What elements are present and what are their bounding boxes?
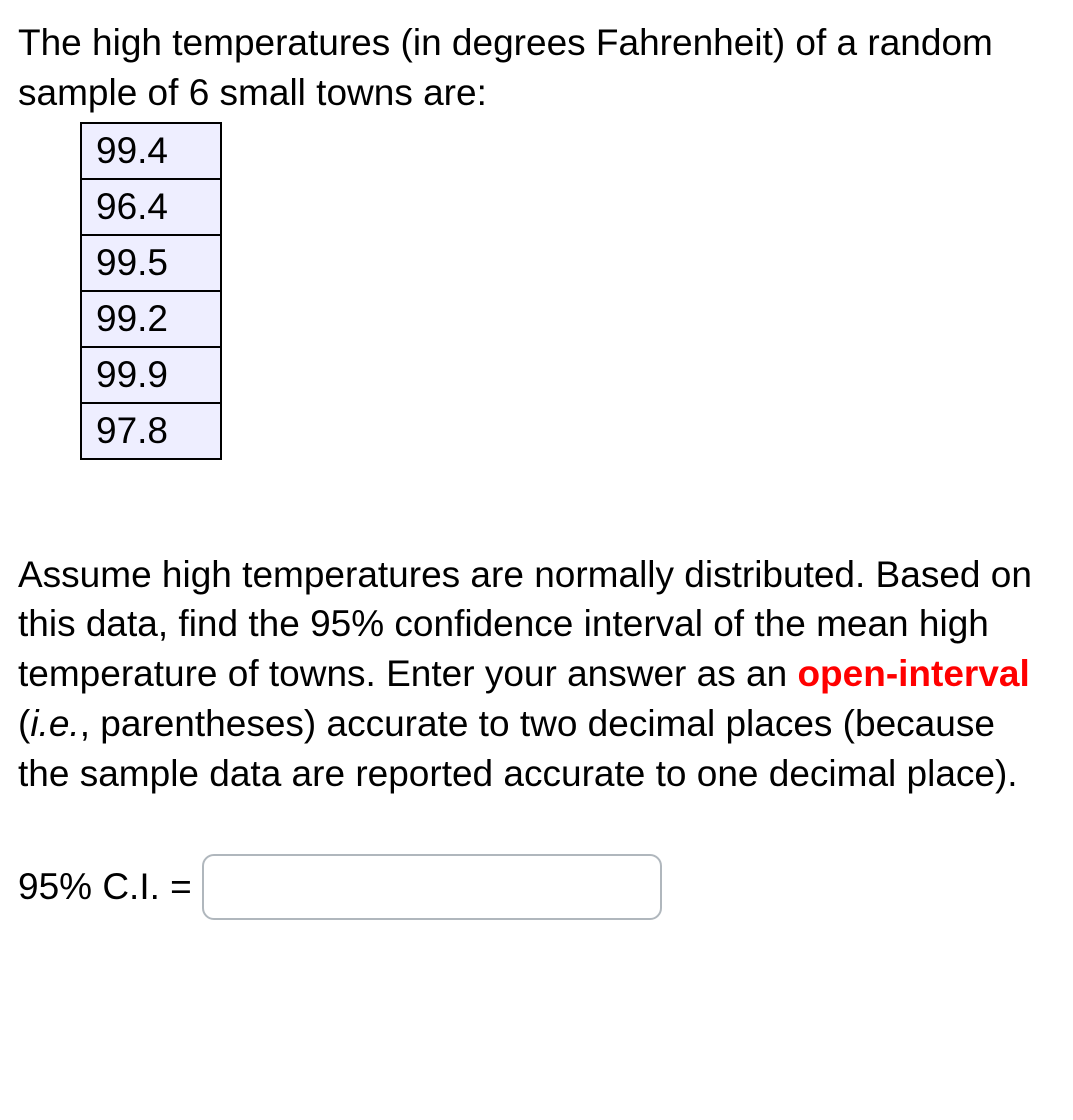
data-cell: 97.8 — [81, 403, 221, 459]
answer-input[interactable] — [202, 854, 662, 920]
table-row: 99.4 — [81, 123, 221, 179]
data-cell: 99.9 — [81, 347, 221, 403]
data-cell: 99.4 — [81, 123, 221, 179]
data-cell: 99.2 — [81, 291, 221, 347]
instructions-mid2: , parentheses) accurate to two decimal p… — [18, 703, 1018, 794]
table-row: 99.9 — [81, 347, 221, 403]
highlight-term: open-interval — [797, 653, 1029, 694]
italic-abbrev: i.e. — [30, 703, 79, 744]
intro-text: The high temperatures (in degrees Fahren… — [18, 18, 1055, 118]
table-row: 96.4 — [81, 179, 221, 235]
answer-label: 95% C.I. = — [18, 862, 192, 912]
data-cell: 99.5 — [81, 235, 221, 291]
data-table: 99.4 96.4 99.5 99.2 99.9 97.8 — [80, 122, 222, 460]
answer-row: 95% C.I. = — [18, 854, 1055, 920]
data-cell: 96.4 — [81, 179, 221, 235]
instructions-text: Assume high temperatures are normally di… — [18, 550, 1055, 800]
table-row: 99.2 — [81, 291, 221, 347]
table-row: 97.8 — [81, 403, 221, 459]
table-row: 99.5 — [81, 235, 221, 291]
instructions-mid1: ( — [18, 703, 30, 744]
